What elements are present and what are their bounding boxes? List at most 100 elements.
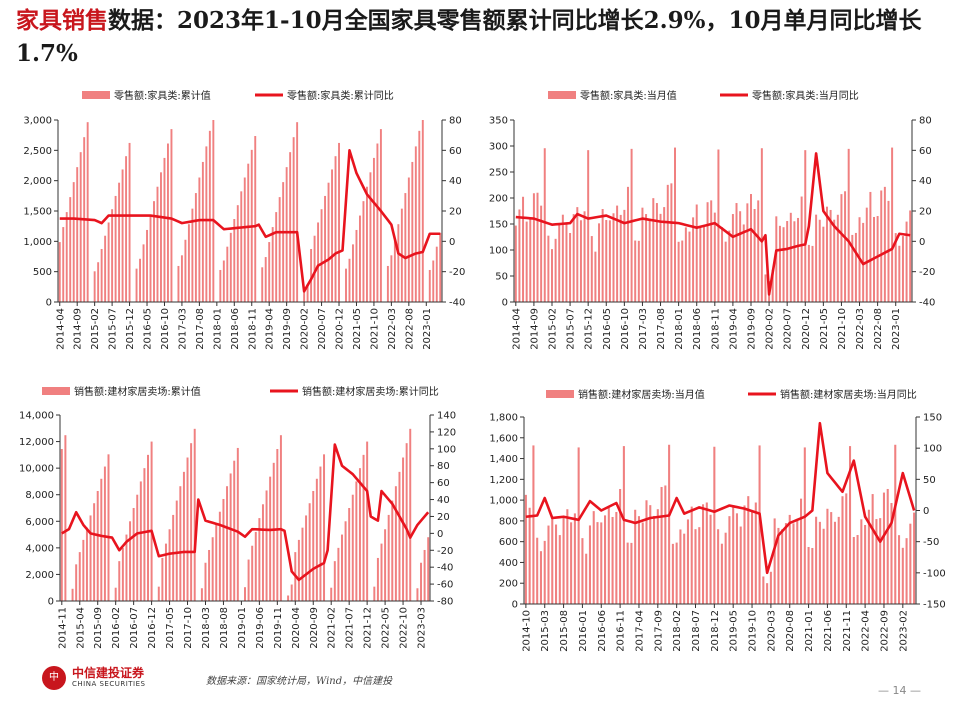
- right-tick-label: 40: [449, 176, 462, 187]
- x-tick-label: 2014-11: [57, 607, 68, 649]
- bar: [699, 227, 702, 302]
- x-tick-label: 2016-05: [602, 308, 613, 350]
- bar: [539, 551, 542, 604]
- bar: [688, 231, 691, 302]
- bar: [247, 163, 250, 302]
- x-tick-label: 2018-12: [710, 610, 721, 652]
- bar: [592, 511, 595, 604]
- legend-label-line: 零售额:家具类:累计同比: [287, 89, 394, 102]
- x-tick-label: 2020-12: [335, 308, 346, 350]
- bar: [786, 221, 789, 302]
- bar: [175, 500, 178, 601]
- x-tick-label: 2021-10: [837, 308, 848, 350]
- bar: [128, 142, 131, 302]
- legend-label-line: 销售额:建材家居卖场:当月同比: [780, 388, 917, 401]
- bar: [312, 490, 315, 601]
- bar: [753, 209, 756, 302]
- bar: [372, 157, 375, 302]
- bar: [750, 194, 752, 302]
- bar: [358, 468, 361, 601]
- bar: [573, 513, 576, 604]
- right-tick-label: 80: [919, 116, 932, 127]
- bar: [679, 529, 682, 604]
- bar: [421, 120, 424, 302]
- x-tick-label: 2018-06: [230, 308, 241, 350]
- x-tick-label: 2014-09: [529, 308, 540, 350]
- right-tick-label: 100: [923, 444, 942, 455]
- bar: [414, 146, 417, 302]
- bar: [319, 466, 322, 601]
- page-number: — 14 —: [878, 684, 921, 697]
- x-tick-label: 2020-02: [300, 308, 311, 350]
- bar: [324, 195, 327, 302]
- bar: [423, 549, 426, 601]
- bar: [265, 490, 268, 601]
- bar: [334, 156, 337, 302]
- bar: [279, 435, 282, 601]
- bar: [411, 161, 414, 302]
- x-tick-label: 2021-05: [819, 308, 830, 350]
- bar: [558, 535, 561, 604]
- bar: [172, 514, 175, 601]
- right-tick-label: 60: [449, 146, 462, 157]
- left-tick-label: 100: [489, 246, 508, 257]
- bar: [200, 588, 203, 601]
- x-tick-label: 2015-12: [584, 308, 595, 350]
- bar: [659, 213, 662, 302]
- x-tick-label: 2021-07: [345, 607, 356, 649]
- bar: [272, 462, 275, 601]
- bar: [296, 122, 299, 303]
- bar: [191, 208, 194, 302]
- legend-bar-swatch: [42, 387, 70, 395]
- bar: [709, 514, 712, 604]
- bar: [290, 584, 293, 601]
- left-tick-label: 1,500: [23, 207, 52, 218]
- bar: [634, 240, 637, 302]
- bar: [743, 505, 746, 604]
- bar: [365, 186, 368, 302]
- yoy-line: [61, 443, 430, 582]
- left-tick-label: 4,000: [25, 543, 54, 554]
- bar: [387, 514, 390, 601]
- bar: [135, 268, 138, 302]
- bar: [660, 486, 663, 604]
- right-tick-label: 20: [449, 207, 462, 218]
- bar: [913, 512, 916, 604]
- bar: [702, 225, 705, 302]
- x-tick-label: 2016-01: [578, 610, 589, 652]
- bar: [645, 500, 648, 604]
- bar: [558, 223, 561, 302]
- bar: [782, 227, 785, 302]
- bar: [190, 443, 193, 601]
- bar: [677, 241, 680, 302]
- left-tick-label: 0: [502, 298, 508, 309]
- bar: [600, 522, 603, 604]
- bar: [315, 478, 318, 601]
- bar: [390, 255, 393, 302]
- bar: [626, 542, 629, 604]
- bar: [898, 245, 901, 302]
- bar: [524, 494, 527, 604]
- bar: [416, 588, 419, 601]
- left-tick-label: 2,000: [25, 570, 54, 581]
- bar: [247, 559, 250, 601]
- x-tick-label: 2015-08: [559, 610, 570, 652]
- bar: [681, 240, 684, 302]
- bar: [65, 212, 68, 302]
- bar: [690, 506, 693, 604]
- bar: [547, 235, 550, 302]
- bar: [104, 235, 107, 302]
- x-tick-label: 2015-12: [125, 308, 136, 350]
- x-tick-label: 2016-07: [129, 607, 140, 649]
- x-tick-label: 2017-03: [638, 308, 649, 350]
- x-tick-label: 2014-09: [73, 308, 84, 350]
- bar: [289, 152, 292, 302]
- right-tick-label: 0: [449, 237, 455, 248]
- bar: [856, 535, 859, 604]
- legend-label-line: 零售额:家具类:当月同比: [752, 89, 859, 102]
- bar: [815, 516, 818, 604]
- bar: [844, 191, 847, 302]
- bar: [69, 197, 72, 302]
- x-tick-label: 2022-08: [873, 308, 884, 350]
- left-tick-label: 600: [499, 537, 518, 548]
